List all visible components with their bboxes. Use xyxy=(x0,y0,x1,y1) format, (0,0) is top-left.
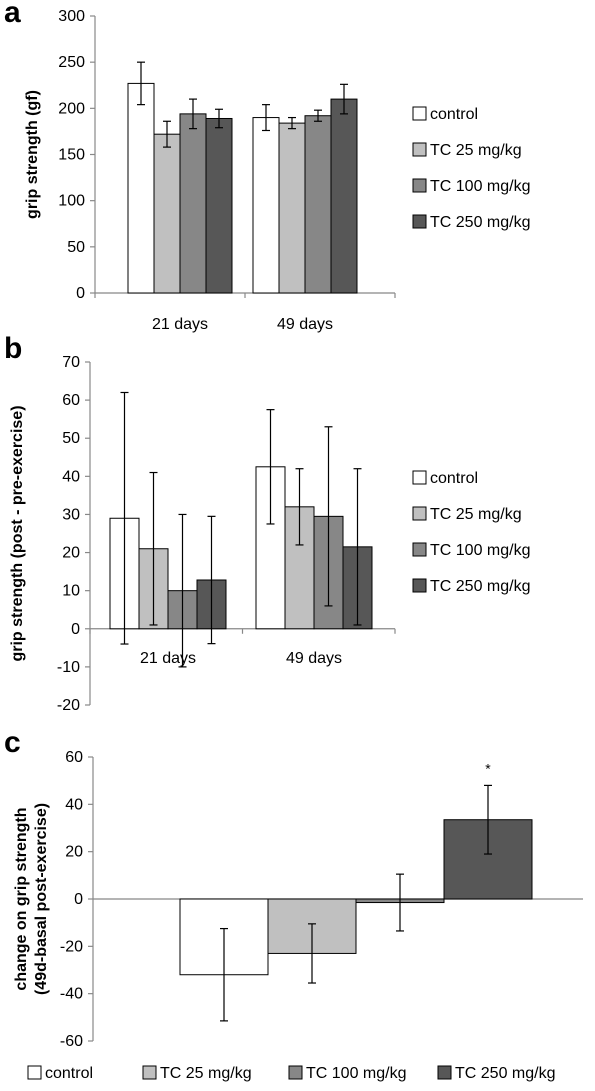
x-category-label: 21 days xyxy=(140,650,196,667)
legend-swatch xyxy=(412,542,427,557)
y-axis-label: grip strength (post - pre-exercise) xyxy=(9,405,26,661)
legend-swatch xyxy=(412,578,427,593)
y-tick-label: 20 xyxy=(62,545,80,562)
y-tick-label: 0 xyxy=(74,891,83,908)
x-category-label: 49 days xyxy=(277,316,333,333)
legend-swatch xyxy=(412,506,427,521)
legend-label: TC 100 mg/kg xyxy=(430,542,530,559)
x-category-label: 21 days xyxy=(152,316,208,333)
legend-swatch xyxy=(142,1065,157,1080)
legend-label: TC 250 mg/kg xyxy=(430,214,530,231)
y-tick-label: 50 xyxy=(67,239,85,256)
y-axis-label: (49d-basal post-exercise) xyxy=(33,803,50,995)
legend-label: TC 25 mg/kg xyxy=(430,142,522,159)
bar-a-0-3 xyxy=(205,117,233,294)
legend-swatch xyxy=(412,214,427,229)
y-tick-label: 20 xyxy=(65,844,83,861)
y-tick-label: 70 xyxy=(62,354,80,371)
bar-a-0-0 xyxy=(127,82,155,294)
x-category-label: 49 days xyxy=(286,650,342,667)
y-tick-label: 40 xyxy=(65,796,83,813)
legend-label: TC 250 mg/kg xyxy=(455,1065,555,1082)
legend-label: TC 25 mg/kg xyxy=(430,506,522,523)
bar-a-1-1 xyxy=(278,122,306,294)
panel-letter: a xyxy=(4,0,21,29)
bar-a-1-3 xyxy=(330,98,358,294)
legend-swatch xyxy=(288,1065,303,1080)
y-tick-label: -20 xyxy=(60,938,83,955)
legend-swatch xyxy=(437,1065,452,1080)
y-tick-label: 0 xyxy=(71,621,80,638)
y-axis-label: grip strength (gf) xyxy=(24,90,41,219)
y-tick-label: -20 xyxy=(57,697,80,714)
bar-a-1-2 xyxy=(304,115,332,294)
panel-letter: c xyxy=(4,726,21,759)
panel-letter: b xyxy=(4,332,22,365)
legend-label: TC 100 mg/kg xyxy=(430,178,530,195)
bar-a-0-1 xyxy=(153,133,181,294)
y-tick-label: 300 xyxy=(58,8,85,25)
y-tick-label: -40 xyxy=(60,986,83,1003)
y-tick-label: 100 xyxy=(58,193,85,210)
y-axis-label: change on grip strength xyxy=(13,807,30,990)
legend-swatch xyxy=(412,470,427,485)
significance-marker: * xyxy=(485,760,491,776)
legend-label: TC 100 mg/kg xyxy=(306,1065,406,1082)
bar-a-1-0 xyxy=(252,117,280,294)
y-tick-label: 150 xyxy=(58,147,85,164)
y-tick-label: 0 xyxy=(76,285,85,302)
legend-label: TC 25 mg/kg xyxy=(160,1065,252,1082)
y-tick-label: -60 xyxy=(60,1033,83,1050)
y-tick-label: 10 xyxy=(62,583,80,600)
bar-a-0-2 xyxy=(179,113,207,294)
y-tick-label: 200 xyxy=(58,100,85,117)
y-tick-label: 60 xyxy=(65,749,83,766)
y-tick-label: 60 xyxy=(62,392,80,409)
y-tick-label: -10 xyxy=(57,659,80,676)
y-tick-label: 40 xyxy=(62,468,80,485)
legend-label: TC 250 mg/kg xyxy=(430,578,530,595)
legend-swatch xyxy=(27,1065,42,1080)
legend-label: control xyxy=(430,470,478,487)
y-tick-label: 50 xyxy=(62,430,80,447)
legend-swatch xyxy=(412,106,427,121)
y-tick-label: 30 xyxy=(62,506,80,523)
legend-swatch xyxy=(412,178,427,193)
legend-label: control xyxy=(430,106,478,123)
y-tick-label: 250 xyxy=(58,54,85,71)
legend-swatch xyxy=(412,142,427,157)
legend-label: control xyxy=(45,1065,93,1082)
